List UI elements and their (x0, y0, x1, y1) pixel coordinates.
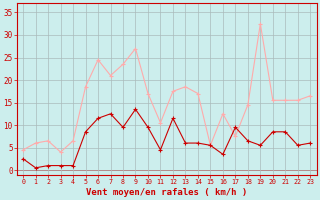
X-axis label: Vent moyen/en rafales ( km/h ): Vent moyen/en rafales ( km/h ) (86, 188, 247, 197)
